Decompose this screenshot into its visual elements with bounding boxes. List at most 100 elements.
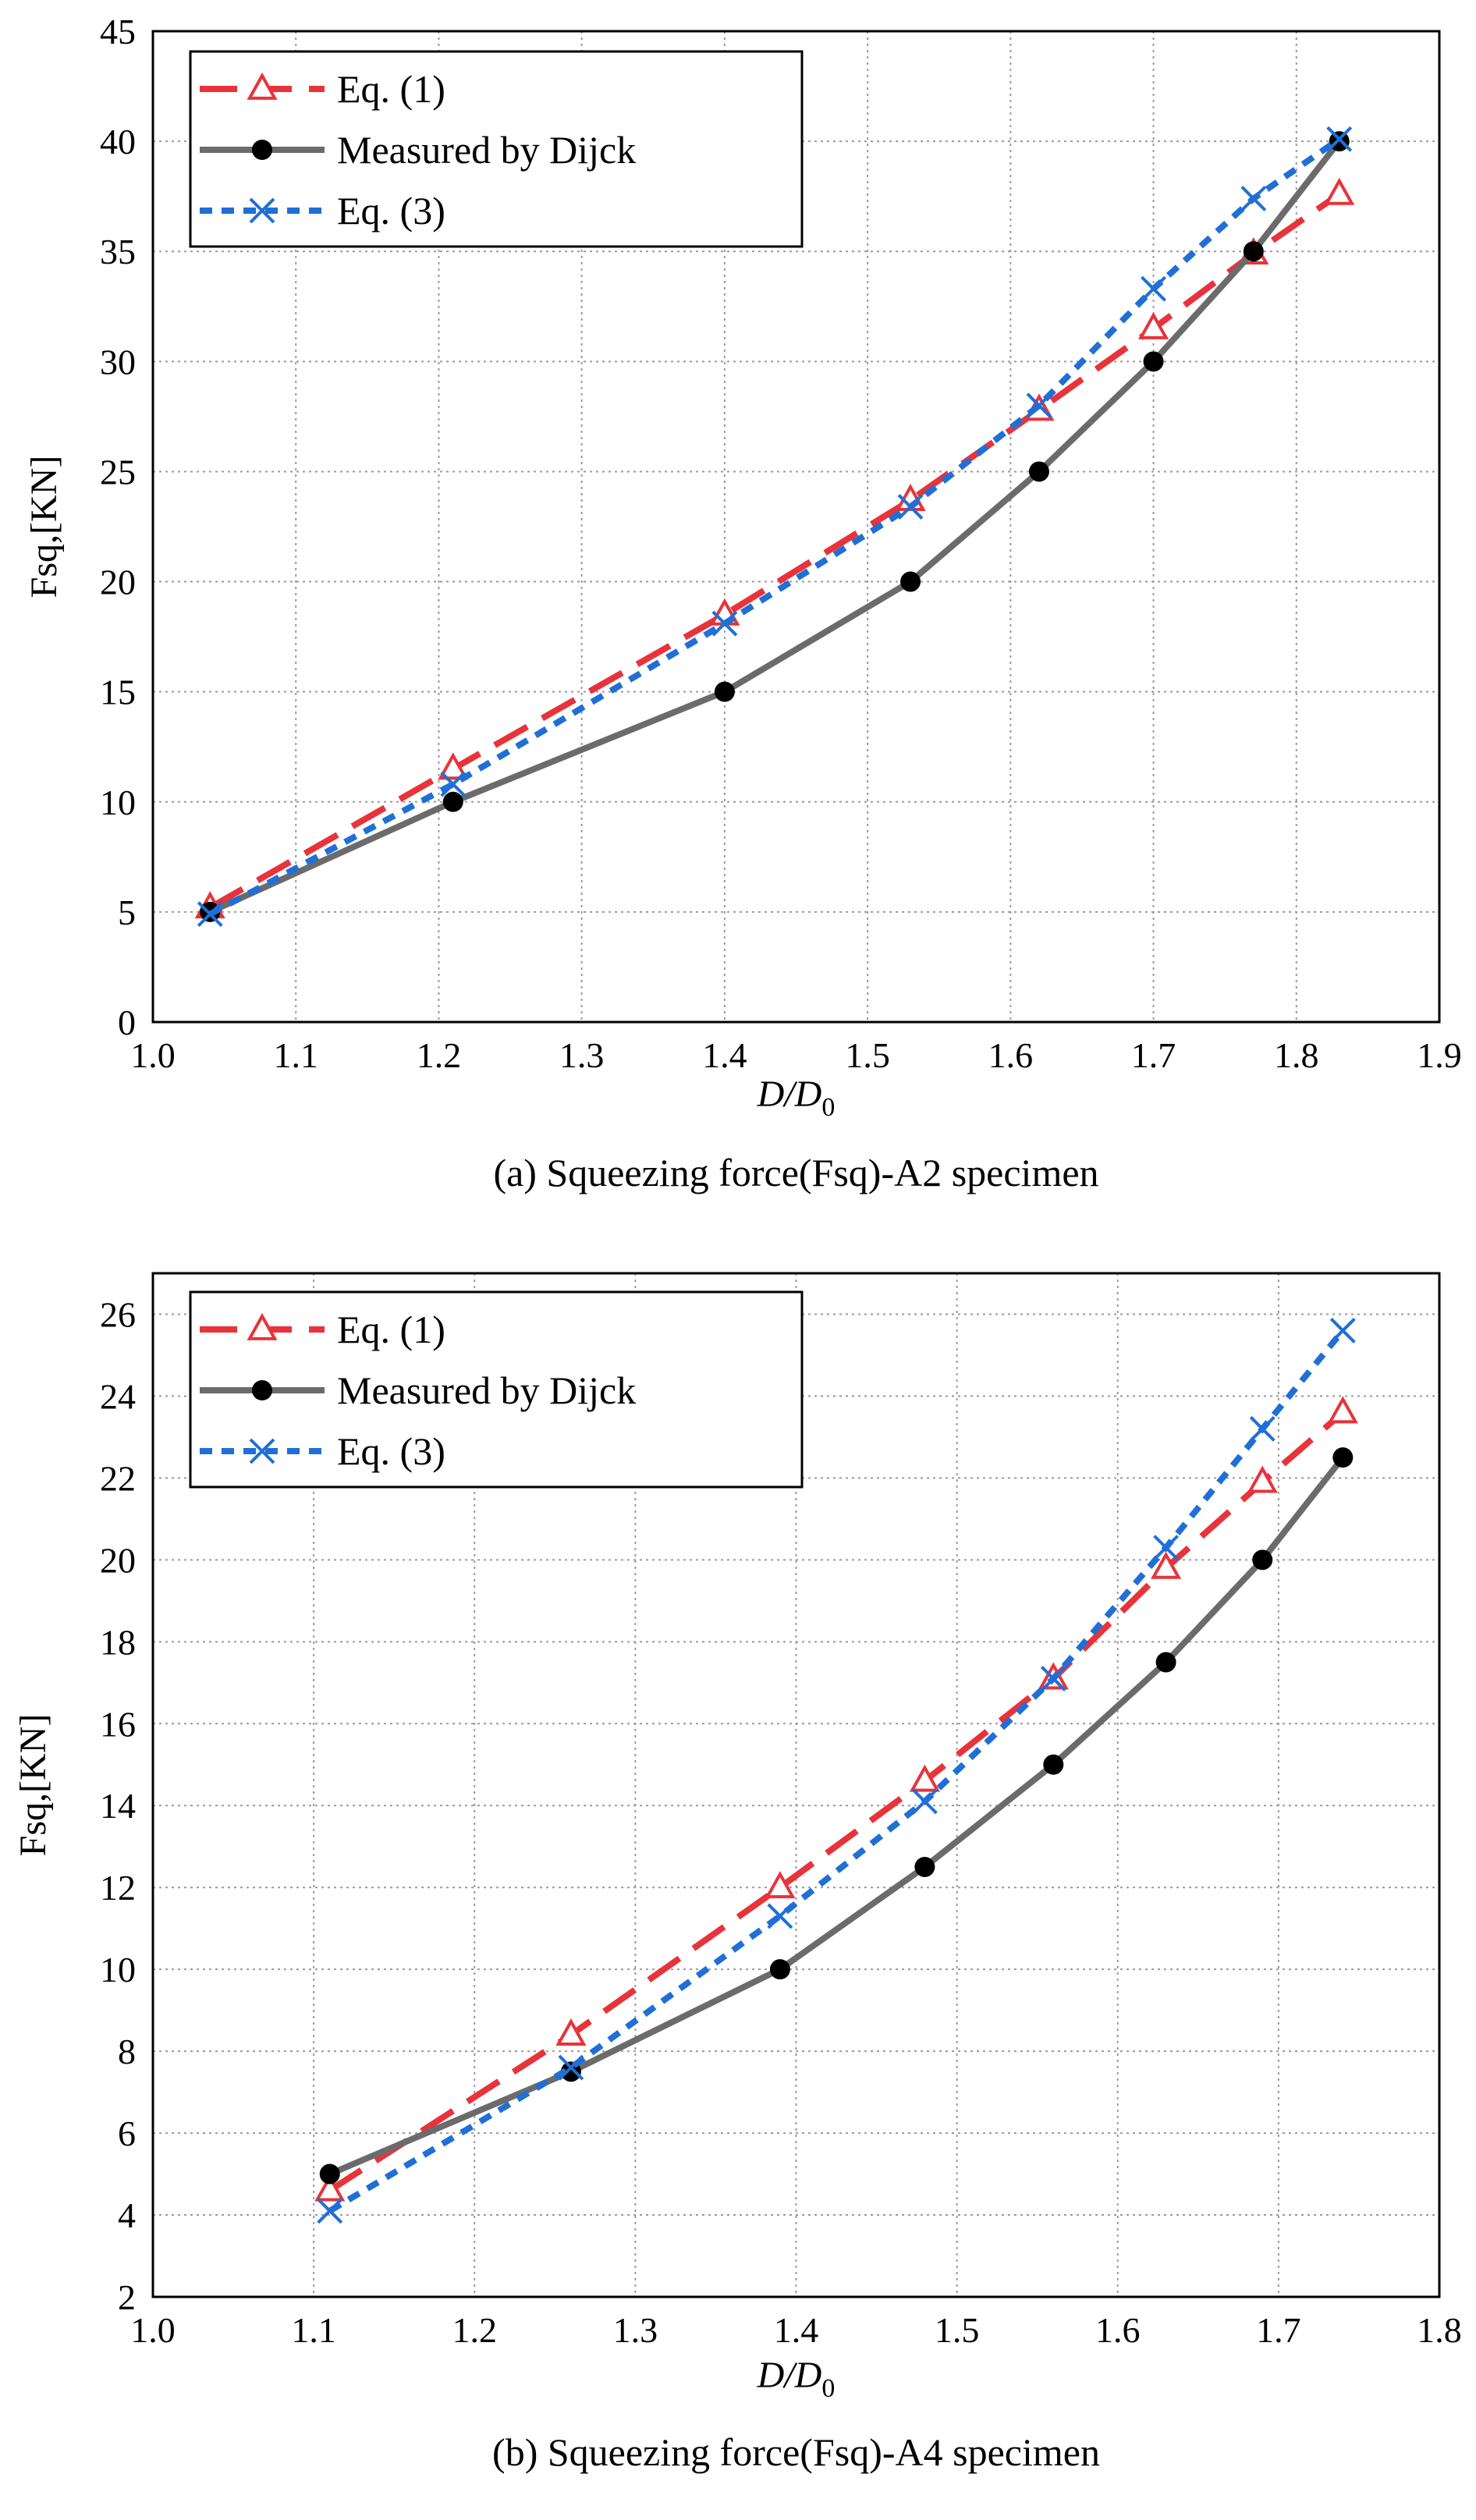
- legend-marker: [249, 197, 275, 224]
- y-tick-label: 26: [100, 1294, 136, 1334]
- x-tick-label: 1.7: [1256, 2310, 1301, 2350]
- chart-b: 1.0 1.1 1.2 1.3 1.4 1.5 1.6 1.7 1.82468101214161…: [12, 1272, 1462, 2474]
- legend-marker: [247, 1312, 278, 1340]
- data-point: [1137, 311, 1169, 339]
- x-tick-label: 1.8: [1417, 2310, 1462, 2350]
- y-tick-label: 10: [100, 783, 136, 822]
- data-point: [1141, 275, 1166, 302]
- x-tick-label: 1.5: [845, 1035, 890, 1075]
- x-tick-label: 1.0: [130, 1035, 176, 1075]
- data-point: [1043, 1754, 1064, 1775]
- x-tick-label: 1.4: [774, 2310, 819, 2350]
- y-axis-label: Fsq,[KN]: [12, 1714, 54, 1857]
- data-point: [558, 2054, 584, 2081]
- x-tick-label: 1.3: [613, 2310, 658, 2350]
- legend-marker: [252, 1380, 272, 1400]
- series-triangle: [314, 1396, 1358, 2202]
- x-tick-label: 1.3: [559, 1035, 605, 1075]
- y-tick-label: 20: [100, 1540, 136, 1580]
- y-tick-label: 20: [100, 563, 136, 602]
- legend-label: Measured by Dijck: [337, 128, 636, 172]
- y-tick-label: 6: [118, 2114, 136, 2153]
- x-tick-label: 1.2: [452, 2310, 498, 2350]
- x-tick-label: 1.9: [1417, 1035, 1462, 1075]
- legend-label: Eq. (3): [337, 1429, 445, 1473]
- y-tick-label: 2: [118, 2277, 136, 2317]
- data-point: [1329, 1318, 1356, 1343]
- data-point: [197, 901, 223, 928]
- y-tick-label: 14: [100, 1786, 136, 1826]
- data-point: [1240, 186, 1267, 211]
- legend: Eq. (1) Measured by Dijck Eq. (3): [189, 1290, 804, 1489]
- data-point: [1249, 1416, 1276, 1442]
- data-point: [1028, 461, 1049, 482]
- y-tick-label: 24: [100, 1376, 136, 1416]
- x-axis-label: D/D0: [757, 1074, 836, 1122]
- y-tick-label: 4: [118, 2195, 136, 2235]
- series-x: [317, 1318, 1356, 2224]
- x-axis-label: D/D0: [757, 2355, 836, 2403]
- x-tick-label: 1.1: [291, 2310, 336, 2350]
- y-tick-label: 18: [100, 1622, 136, 1662]
- data-point: [1143, 351, 1164, 372]
- data-point: [1252, 1549, 1273, 1571]
- x-tick-label: 1.1: [273, 1035, 318, 1075]
- plot-frame: [151, 30, 1441, 1024]
- x-tick-label: 1.2: [417, 1035, 462, 1075]
- data-point: [1332, 1447, 1354, 1468]
- series-line: [328, 1455, 1346, 2177]
- data-point: [911, 1788, 938, 1815]
- data-point: [1326, 126, 1353, 152]
- legend-label: Eq. (1): [337, 67, 445, 111]
- y-tick-label: 16: [100, 1704, 136, 1744]
- data-point: [767, 1903, 793, 1929]
- data-point: [555, 2018, 587, 2046]
- data-point: [714, 681, 735, 702]
- x-tick-label: 1.6: [1095, 2310, 1141, 2350]
- data-point: [1026, 392, 1052, 419]
- legend-marker: [252, 140, 272, 160]
- data-point: [1327, 1396, 1358, 1424]
- y-tick-label: 22: [100, 1458, 136, 1498]
- figure-caption: (a) Squeezing force(Fsq)-A2 specimen: [493, 1151, 1098, 1194]
- series-x: [197, 126, 1353, 928]
- legend-marker: [247, 72, 278, 100]
- legend: Eq. (1) Measured by Dijck Eq. (3): [189, 50, 804, 248]
- y-axis-label: Fsq,[KN]: [23, 456, 65, 598]
- series-line: [328, 1328, 1346, 2214]
- x-tick-label: 1.6: [988, 1035, 1034, 1075]
- legend-label: Eq. (3): [337, 189, 445, 232]
- data-point: [317, 2198, 343, 2224]
- legend-marker: [249, 1438, 275, 1464]
- x-tick-label: 1.7: [1131, 1035, 1176, 1075]
- y-tick-label: 15: [100, 673, 136, 712]
- x-tick-label: 1.0: [130, 2310, 176, 2350]
- data-point: [1040, 1666, 1066, 1691]
- data-point: [765, 1871, 796, 1899]
- data-point: [1153, 1535, 1180, 1561]
- data-point: [1243, 241, 1264, 262]
- data-point: [769, 1959, 790, 1980]
- data-point: [914, 1856, 935, 1877]
- data-point: [711, 610, 738, 637]
- legend-label: Measured by Dijck: [337, 1368, 636, 1412]
- x-tick-label: 1.5: [935, 2310, 980, 2350]
- series-line: [208, 139, 1342, 915]
- x-tick-label: 1.4: [702, 1035, 747, 1075]
- y-tick-label: 8: [118, 2032, 136, 2071]
- data-point: [1151, 1551, 1182, 1579]
- data-point: [319, 2163, 340, 2185]
- data-point: [1155, 1652, 1176, 1673]
- data-point: [1247, 1465, 1278, 1493]
- figure-caption: (b) Squeezing force(Fsq)-A4 specimen: [492, 2430, 1100, 2474]
- y-tick-label: 30: [100, 342, 136, 382]
- series-line: [208, 137, 1342, 917]
- chart-a: 1.0 1.1 1.2 1.3 1.4 1.5 1.6 1.7 1.8 1.9 0 5 10 15 20 25…: [23, 12, 1462, 1194]
- data-point: [900, 571, 921, 592]
- y-tick-label: 25: [100, 452, 136, 492]
- y-tick-label: 5: [118, 893, 136, 932]
- data-point: [314, 2174, 346, 2202]
- data-point: [909, 1764, 940, 1792]
- plot-frame: [151, 1272, 1441, 2298]
